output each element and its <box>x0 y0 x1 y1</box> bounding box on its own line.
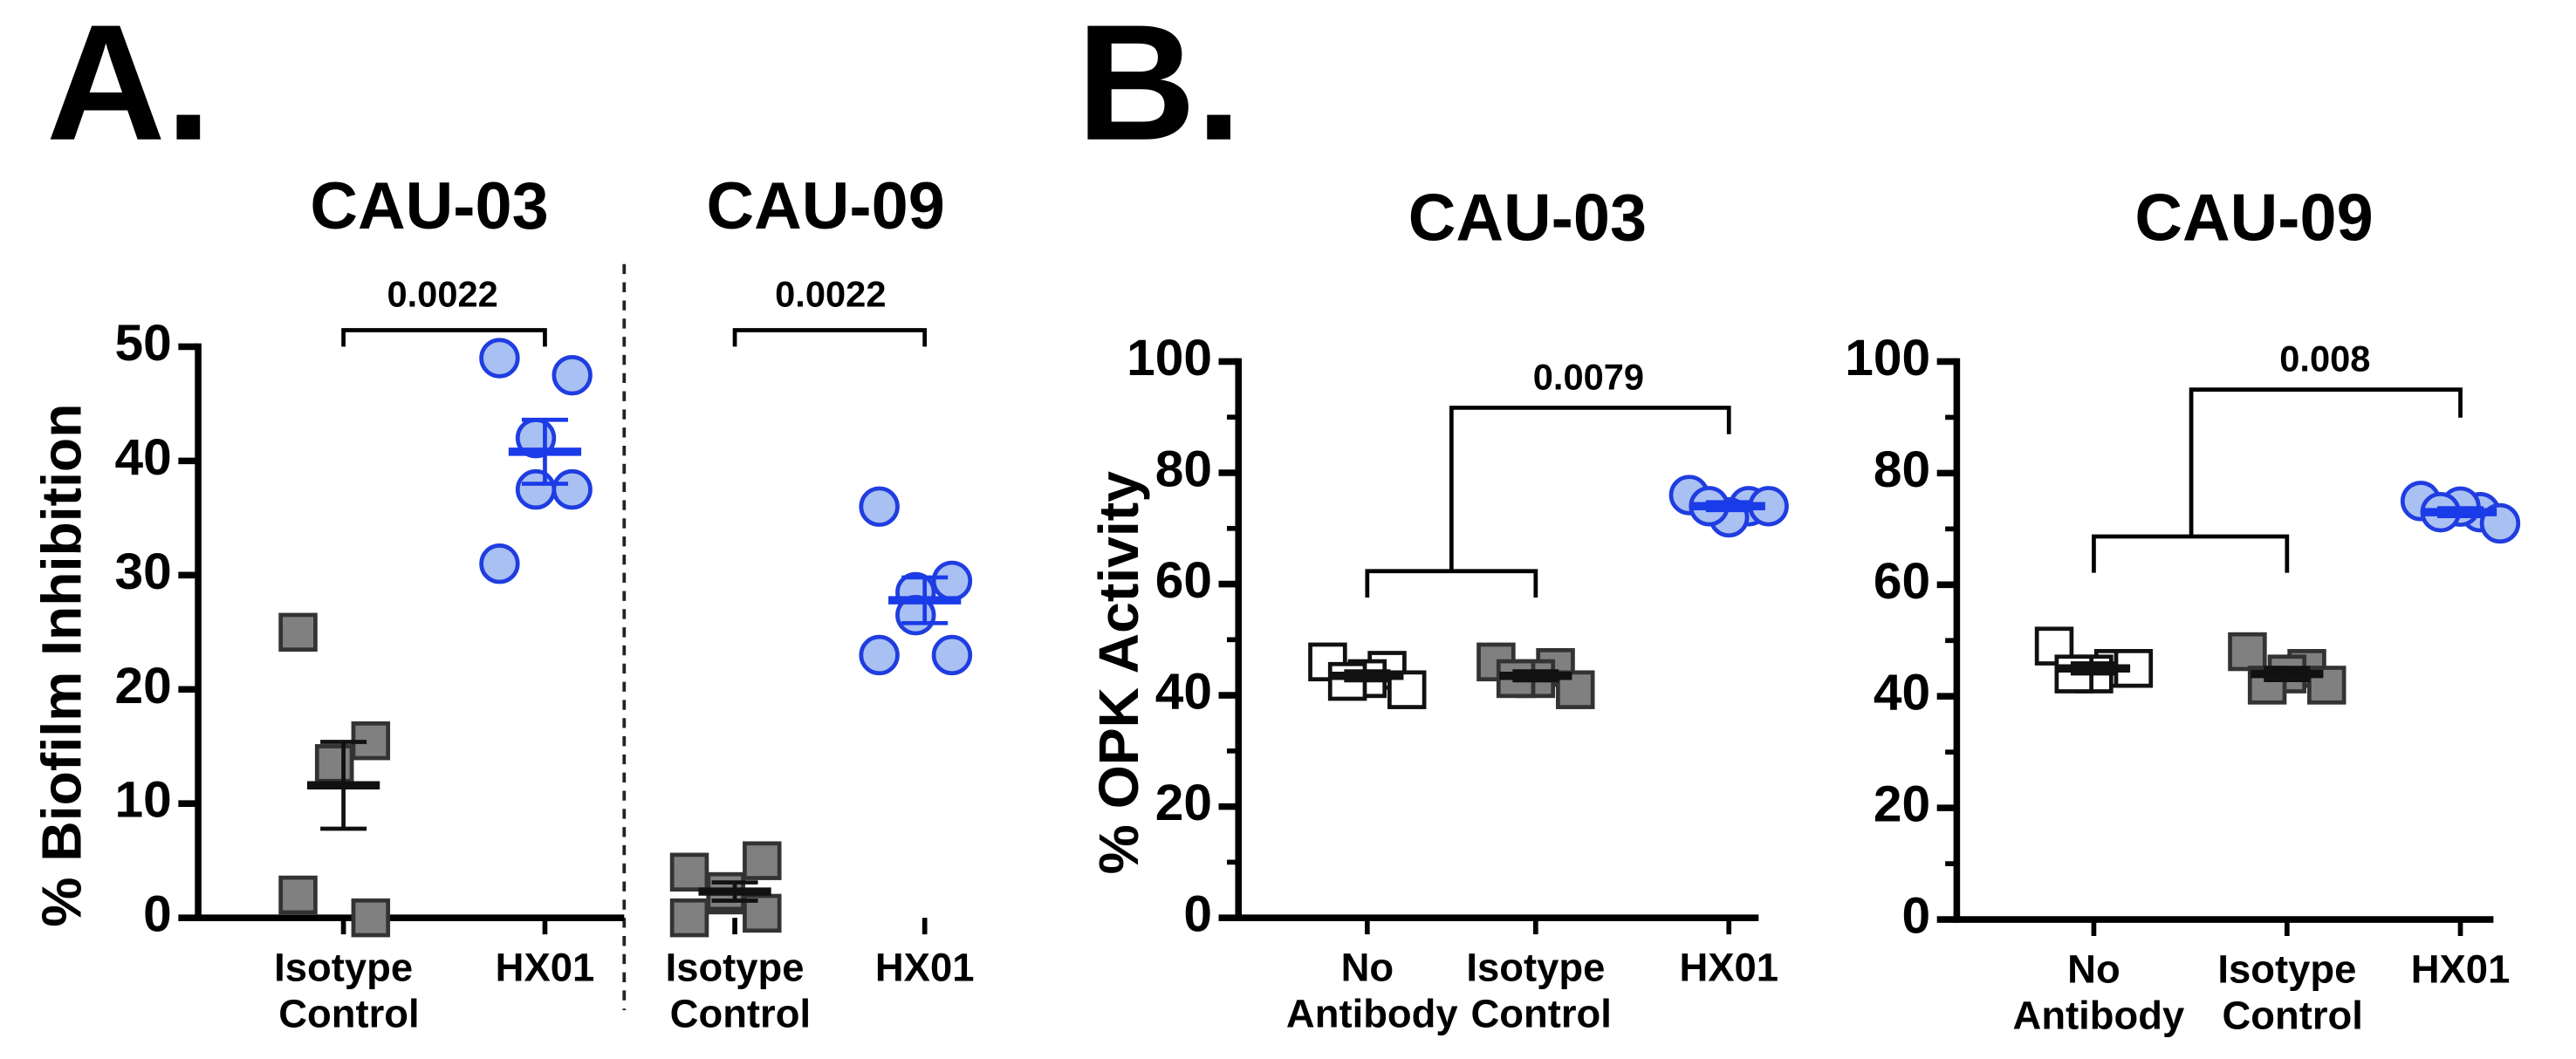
x-tick-label: Isotype Control <box>1460 946 1612 1036</box>
data-point <box>278 875 318 915</box>
y-tick-label: 10 <box>115 772 172 829</box>
y-tick-label: 80 <box>1874 441 1930 498</box>
y-tick-label: 60 <box>1874 553 1930 610</box>
y-tick-label: 0 <box>143 886 172 943</box>
p-value: 0.0022 <box>387 274 497 315</box>
x-tick-label: Isotype Control <box>659 946 811 1036</box>
y-axis-label: % OPK Activity <box>1087 471 1150 875</box>
data-point <box>552 468 593 510</box>
y-tick-label: 30 <box>115 543 172 600</box>
chart-title: CAU-03 <box>310 169 548 243</box>
y-tick-label: 20 <box>1874 776 1930 833</box>
p-value: 0.0079 <box>1533 356 1644 397</box>
x-tick-label: Isotype Control <box>2211 947 2363 1038</box>
p-value: 0.008 <box>2279 338 2370 379</box>
y-tick-label: 80 <box>1155 441 1212 497</box>
panel-label: B. <box>1077 0 1242 175</box>
y-tick-label: 40 <box>1874 665 1930 721</box>
significance-bracket <box>1365 569 1538 598</box>
y-tick-label: 100 <box>1127 330 1212 386</box>
y-axis-label: % Biofilm Inhibition <box>31 403 93 926</box>
data-point <box>351 898 391 938</box>
y-tick-label: 0 <box>1901 888 1930 945</box>
x-tick-label: HX01 <box>496 946 595 990</box>
chart-title: CAU-09 <box>706 169 944 243</box>
chart-title: CAU-03 <box>1408 181 1647 256</box>
significance-bracket <box>341 328 547 347</box>
y-tick-label: 50 <box>115 315 172 372</box>
y-tick-label: 40 <box>115 429 172 486</box>
y-tick-label: 20 <box>115 658 172 714</box>
p-value: 0.0022 <box>775 274 886 315</box>
data-point <box>743 841 782 880</box>
x-tick-label: No Antibody <box>2004 947 2185 1038</box>
y-tick-label: 40 <box>1155 664 1212 721</box>
data-point <box>931 560 973 602</box>
significance-bracket <box>732 328 928 347</box>
data-point <box>552 354 593 396</box>
y-tick-label: 0 <box>1183 886 1212 943</box>
y-tick-label: 20 <box>1155 775 1212 831</box>
x-tick-label: No Antibody <box>1277 946 1458 1036</box>
data-point <box>859 634 900 676</box>
x-tick-label: HX01 <box>2411 947 2511 992</box>
data-point <box>515 468 557 510</box>
data-point <box>278 612 318 652</box>
data-point <box>479 543 520 584</box>
significance-bracket <box>2092 534 2290 573</box>
panel-label: A. <box>46 0 211 175</box>
x-tick-label: Isotype Control <box>268 946 420 1036</box>
data-point <box>2228 632 2267 672</box>
data-point <box>669 852 709 892</box>
y-tick-label: 60 <box>1155 552 1212 609</box>
x-tick-label: HX01 <box>1679 946 1778 990</box>
data-point <box>931 634 973 676</box>
data-point <box>314 744 354 783</box>
significance-bracket <box>2189 387 2463 537</box>
data-point <box>479 338 520 379</box>
chart-title: CAU-09 <box>2134 181 2373 256</box>
data-point <box>859 486 900 527</box>
x-tick-label: HX01 <box>875 946 975 990</box>
y-tick-label: 100 <box>1845 330 1930 386</box>
data-point <box>669 898 709 938</box>
significance-bracket <box>1449 406 1731 571</box>
